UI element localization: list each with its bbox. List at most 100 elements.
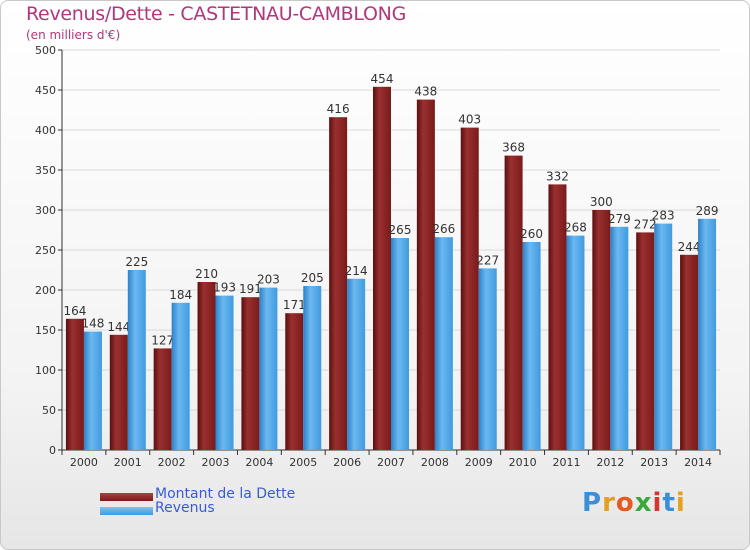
revenue-bar bbox=[391, 238, 409, 450]
revenue-value-label: 205 bbox=[301, 271, 324, 285]
revenue-bar bbox=[347, 278, 366, 450]
proxiti-logo: Proxiti bbox=[582, 488, 686, 518]
x-tick-label: 2011 bbox=[552, 456, 580, 469]
legend-swatch-debt bbox=[100, 493, 153, 501]
x-tick-label: 2009 bbox=[465, 456, 493, 469]
revenue-bar bbox=[654, 223, 673, 450]
revenue-value-label: 184 bbox=[169, 288, 192, 302]
revenue-value-label: 148 bbox=[81, 317, 104, 331]
debt-value-label: 332 bbox=[546, 169, 569, 183]
logo-letter: i bbox=[652, 488, 663, 518]
x-tick-label: 2001 bbox=[114, 456, 142, 469]
debt-bar bbox=[241, 297, 260, 450]
x-tick-label: 2006 bbox=[333, 456, 361, 469]
legend-swatch-revenue bbox=[100, 507, 153, 515]
x-tick-label: 2012 bbox=[596, 456, 624, 469]
y-tick-label: 450 bbox=[35, 84, 56, 97]
debt-value-label: 454 bbox=[371, 72, 394, 86]
debt-bar bbox=[109, 334, 128, 450]
debt-value-label: 171 bbox=[283, 298, 306, 312]
revenue-bar bbox=[566, 235, 585, 450]
debt-bar bbox=[153, 348, 172, 450]
debt-value-label: 244 bbox=[678, 240, 701, 254]
revenue-value-label: 214 bbox=[345, 264, 368, 278]
logo-letter: i bbox=[675, 488, 686, 518]
y-tick-label: 350 bbox=[35, 164, 56, 177]
y-tick-label: 500 bbox=[35, 44, 56, 57]
y-tick-label: 400 bbox=[35, 124, 56, 137]
revenue-value-label: 283 bbox=[652, 209, 675, 223]
logo-letter: x bbox=[634, 488, 653, 518]
chart-title: Revenus/Dette - CASTETNAU-CAMBLONG bbox=[26, 3, 407, 25]
debt-value-label: 368 bbox=[502, 141, 525, 155]
debt-bar bbox=[504, 155, 523, 450]
debt-value-label: 438 bbox=[414, 85, 437, 99]
x-tick-label: 2003 bbox=[202, 456, 230, 469]
x-tick-label: 2007 bbox=[377, 456, 405, 469]
revenue-bar bbox=[171, 302, 190, 450]
debt-value-label: 127 bbox=[151, 333, 174, 347]
x-tick-label: 2010 bbox=[509, 456, 537, 469]
debt-value-label: 144 bbox=[107, 320, 130, 334]
x-tick-label: 2005 bbox=[289, 456, 317, 469]
x-tick-label: 2013 bbox=[640, 456, 668, 469]
revenue-bar bbox=[522, 242, 541, 450]
revenue-bar bbox=[698, 218, 717, 450]
revenue-value-label: 225 bbox=[125, 255, 148, 269]
debt-bar bbox=[329, 117, 348, 450]
x-tick-label: 2002 bbox=[158, 456, 186, 469]
revenue-value-label: 266 bbox=[432, 222, 455, 236]
debt-value-label: 403 bbox=[458, 113, 481, 127]
revenue-value-label: 260 bbox=[520, 227, 543, 241]
revenue-value-label: 268 bbox=[564, 221, 587, 235]
revenue-value-label: 227 bbox=[476, 253, 499, 267]
revenue-bar bbox=[434, 237, 453, 450]
debt-bar bbox=[285, 313, 304, 450]
y-tick-label: 200 bbox=[35, 284, 56, 297]
revenue-bar bbox=[303, 286, 322, 450]
logo-letter: r bbox=[602, 488, 616, 518]
logo-letter: t bbox=[662, 488, 676, 518]
x-tick-label: 2008 bbox=[421, 456, 449, 469]
debt-bar bbox=[460, 127, 479, 450]
debt-bar bbox=[65, 318, 84, 450]
debt-value-label: 210 bbox=[195, 267, 218, 281]
debt-bar bbox=[416, 99, 435, 450]
revenue-value-label: 193 bbox=[213, 281, 236, 295]
debt-bar bbox=[197, 282, 216, 450]
revenue-value-label: 279 bbox=[608, 212, 631, 226]
legend-label-revenue: Revenus bbox=[155, 500, 215, 516]
y-tick-label: 50 bbox=[42, 404, 56, 417]
debt-bar bbox=[680, 254, 699, 450]
y-tick-label: 250 bbox=[35, 244, 56, 257]
x-tick-label: 2000 bbox=[70, 456, 98, 469]
debt-bar bbox=[548, 184, 567, 450]
revenue-bar bbox=[127, 270, 146, 450]
debt-bar bbox=[592, 210, 611, 450]
revenue-value-label: 289 bbox=[696, 204, 719, 218]
revenue-bar bbox=[478, 268, 497, 450]
debt-bar bbox=[636, 232, 655, 450]
debt-value-label: 416 bbox=[327, 102, 350, 116]
x-tick-label: 2014 bbox=[684, 456, 712, 469]
logo-letter: o bbox=[615, 488, 635, 518]
debt-value-label: 300 bbox=[590, 195, 613, 209]
y-tick-label: 300 bbox=[35, 204, 56, 217]
chart-subtitle: (en milliers d'€) bbox=[26, 28, 121, 42]
revenue-value-label: 265 bbox=[389, 223, 412, 237]
y-tick-label: 150 bbox=[35, 324, 56, 337]
x-tick-label: 2004 bbox=[245, 456, 273, 469]
debt-bar bbox=[373, 86, 391, 451]
revenue-bar bbox=[610, 226, 629, 450]
revenue-bar bbox=[259, 287, 278, 450]
y-tick-label: 100 bbox=[35, 364, 56, 377]
debt-value-label: 191 bbox=[239, 282, 262, 296]
revenue-bar bbox=[215, 295, 234, 450]
debt-value-label: 272 bbox=[634, 217, 657, 231]
y-tick-label: 0 bbox=[49, 444, 56, 457]
revenue-bar bbox=[83, 331, 102, 450]
revenue-value-label: 203 bbox=[257, 273, 280, 287]
legend-label-debt: Montant de la Dette bbox=[155, 486, 296, 502]
logo-letter: P bbox=[582, 488, 603, 518]
